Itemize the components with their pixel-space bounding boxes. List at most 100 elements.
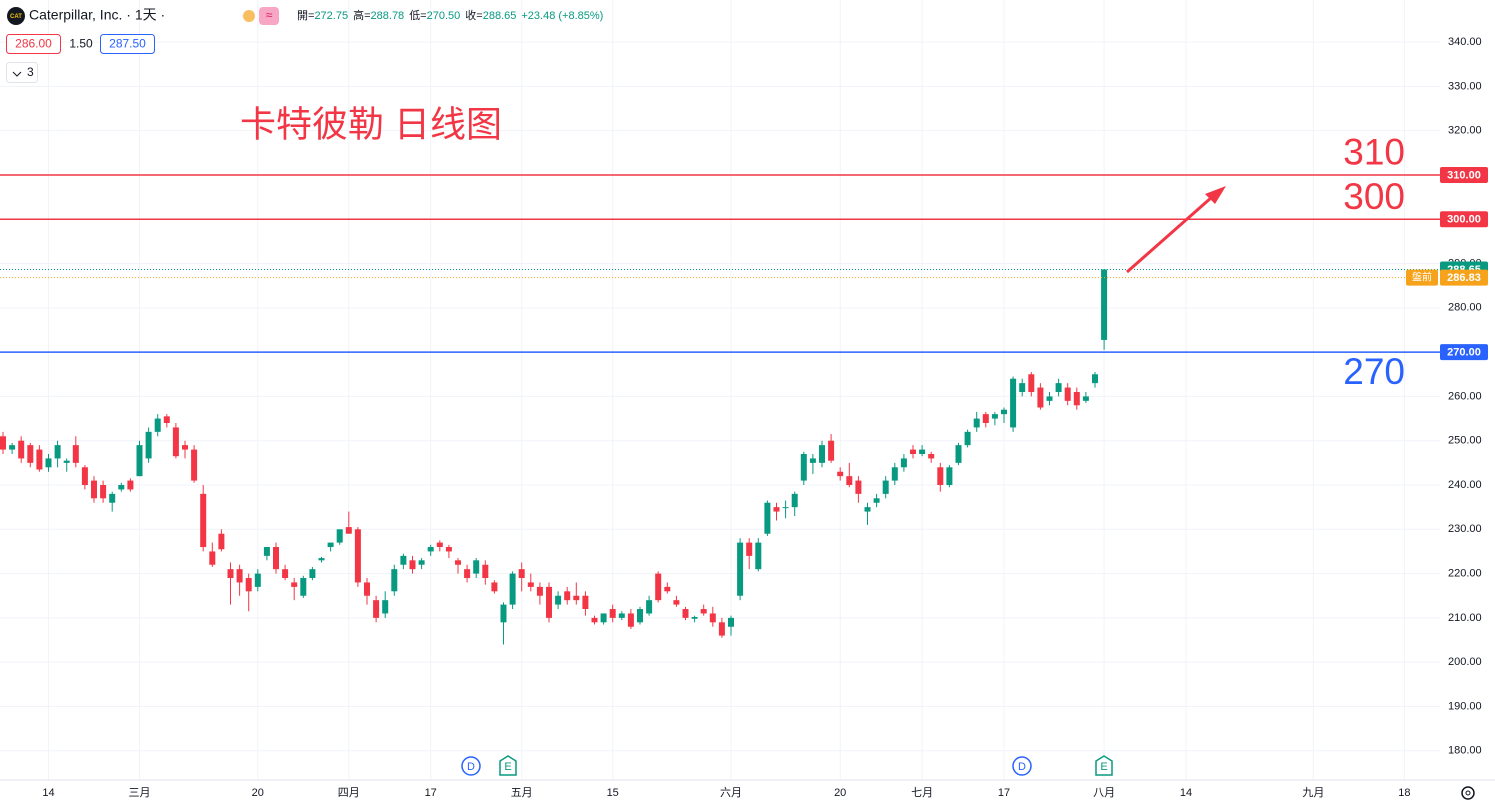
candle-body xyxy=(955,445,962,463)
x-tick-label: 五月 xyxy=(511,787,533,799)
x-tick-label: 四月 xyxy=(338,787,360,799)
candle-body xyxy=(1028,374,1035,392)
status-icon: ≈ xyxy=(266,8,273,22)
x-tick-label: 六月 xyxy=(720,786,742,799)
candle-body xyxy=(518,569,525,579)
candle-body xyxy=(482,564,489,579)
candle-body xyxy=(254,573,261,587)
settings-icon[interactable] xyxy=(1461,786,1475,800)
candle-body xyxy=(282,569,289,579)
candle-body xyxy=(464,569,471,579)
candle-body xyxy=(737,542,744,596)
candle-body xyxy=(1073,391,1080,406)
y-tick-label: 190.00 xyxy=(1448,700,1482,712)
ohlc-key: 高= xyxy=(353,8,370,22)
candle-body xyxy=(300,578,307,596)
candle-body xyxy=(664,586,671,592)
candle-body xyxy=(728,617,734,627)
candle-body xyxy=(536,586,543,596)
x-tick-label: 17 xyxy=(425,787,437,799)
bid-box[interactable] xyxy=(6,34,61,54)
candle-body xyxy=(709,613,716,623)
ohlc-key: 收= xyxy=(465,8,482,22)
axis-badge xyxy=(1440,344,1488,361)
symbol: Caterpillar, Inc. · 1天 · xyxy=(29,7,165,23)
level-label: 300 xyxy=(1343,176,1405,217)
axis-badge xyxy=(1440,211,1488,228)
ohlc-key: 開= xyxy=(297,9,314,22)
ask-box[interactable] xyxy=(100,34,155,54)
event-marker xyxy=(1095,755,1113,776)
status-badge xyxy=(259,7,279,25)
x-tick-label: 20 xyxy=(834,787,846,799)
annotation: 卡特彼勒 日线图 xyxy=(240,104,502,145)
marks-layer xyxy=(0,268,1440,645)
session-icon xyxy=(243,10,255,22)
arrow xyxy=(1126,186,1226,274)
candle-body xyxy=(655,573,662,601)
event-marker xyxy=(499,755,517,776)
candle-body xyxy=(637,609,643,623)
candle-body xyxy=(1101,269,1108,340)
candle-body xyxy=(145,431,152,459)
candle-body xyxy=(828,440,835,461)
axis-badge-label: 300.00 xyxy=(1447,214,1481,226)
candle-body xyxy=(755,542,762,570)
axis-badge-label: 270.00 xyxy=(1447,347,1481,359)
candle-body xyxy=(846,476,853,486)
candle-body xyxy=(400,555,407,565)
candle-body xyxy=(555,595,562,605)
candle-body xyxy=(336,529,343,543)
candle-body xyxy=(445,547,452,552)
candle-body xyxy=(455,560,461,565)
ohlc-value: 288.78 xyxy=(371,10,405,22)
candle-body xyxy=(36,449,43,470)
candle-body xyxy=(9,445,16,450)
candle-body xyxy=(991,414,998,419)
ohlc: 開=272.75 高=288.78 低=270.50 收=288.65 +23.48 (… xyxy=(297,8,603,22)
x-tick-label: 九月 xyxy=(1302,786,1324,799)
premarket-name: 盤前 xyxy=(1412,271,1432,284)
candle-body xyxy=(682,609,689,618)
candle-body xyxy=(391,569,398,592)
candle-body xyxy=(245,578,252,592)
event-marker xyxy=(461,756,481,776)
ohlc-change: +23.48 (+8.85%) xyxy=(521,10,603,22)
candle-body xyxy=(546,586,552,618)
candle-body xyxy=(582,595,589,610)
candle-body xyxy=(345,527,352,534)
x-tick-label: 20 xyxy=(252,787,264,799)
x-tick-label: 14 xyxy=(42,787,54,799)
candle-body xyxy=(973,418,980,428)
candle-body xyxy=(900,458,907,468)
candle-body xyxy=(746,542,753,556)
candle-body xyxy=(1010,378,1017,428)
candle-body xyxy=(1064,387,1071,401)
x-tick-label: 18 xyxy=(1398,787,1410,799)
candle-body xyxy=(18,440,25,459)
y-tick-label: 210.00 xyxy=(1448,612,1482,624)
premarket-name-badge xyxy=(1406,269,1438,286)
y-tick-label: 240.00 xyxy=(1448,479,1482,491)
candle-body xyxy=(63,460,70,463)
event-label: D xyxy=(467,761,475,773)
y-tick-label: 340.00 xyxy=(1448,36,1482,48)
event-label: E xyxy=(504,761,511,773)
candle-body xyxy=(109,493,116,503)
candle-body xyxy=(91,480,97,499)
logo-text: CAT xyxy=(10,14,22,20)
ohlc-value: 272.75 xyxy=(314,10,348,22)
level-label: 310 xyxy=(1343,132,1405,173)
candle-body xyxy=(646,600,653,614)
ohlc-value: 288.65 xyxy=(483,10,517,22)
candle-body xyxy=(819,445,825,463)
candle-body xyxy=(154,418,161,432)
indicator-toggle[interactable] xyxy=(6,62,38,83)
ohlc-value: 270.50 xyxy=(427,10,461,22)
candle-body xyxy=(81,467,88,486)
candle-body xyxy=(263,547,270,556)
candle-body xyxy=(0,436,6,450)
ask: 287.50 xyxy=(109,37,146,51)
candle-body xyxy=(1019,383,1026,392)
candle-body xyxy=(327,542,334,548)
